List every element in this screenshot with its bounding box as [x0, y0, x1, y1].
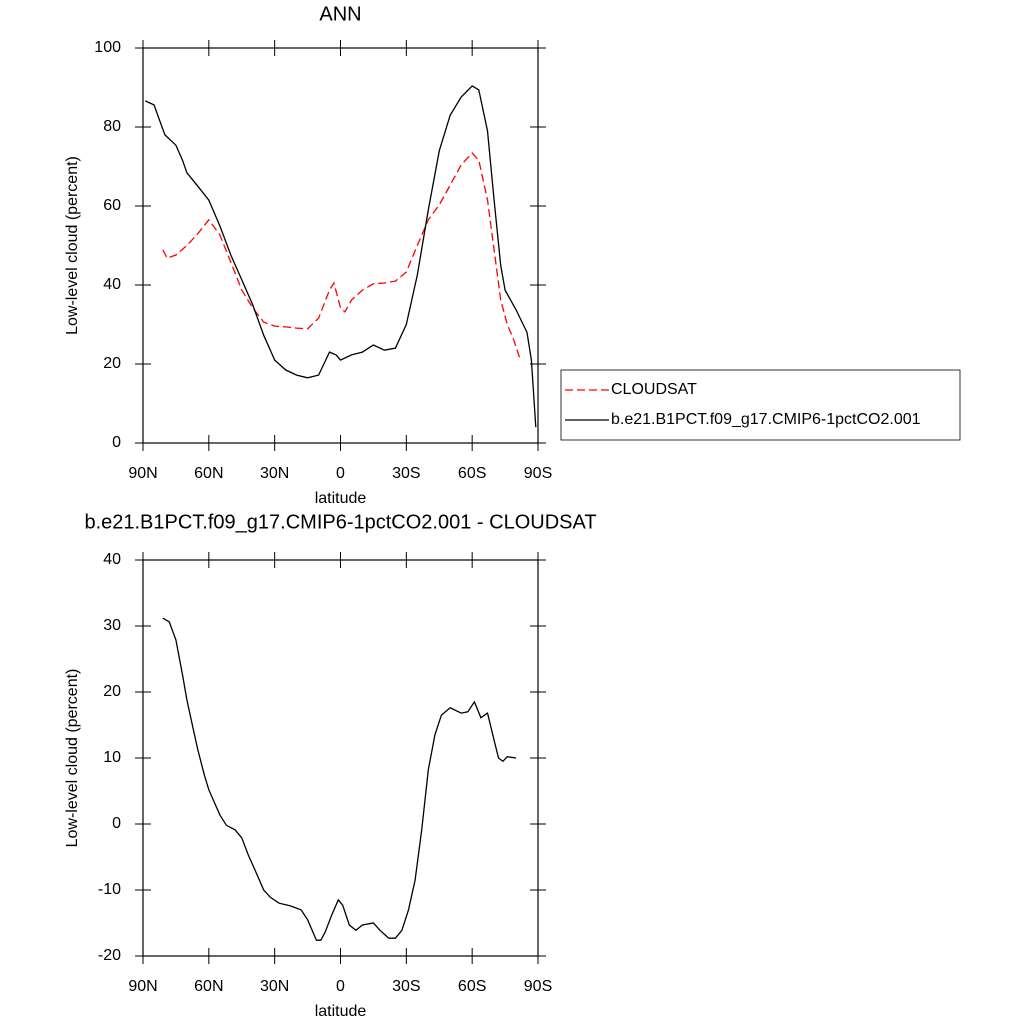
y-tick-label: 10	[103, 749, 121, 766]
x-tick-label: 30N	[260, 465, 289, 482]
x-tick-label: 90S	[524, 978, 552, 995]
x-tick-label: 0	[336, 978, 345, 995]
x-tick-label: 90N	[128, 978, 157, 995]
x-axis-label: latitude	[315, 1003, 367, 1020]
y-tick-label: 0	[112, 434, 121, 451]
data-line	[162, 152, 522, 361]
x-tick-label: 30S	[392, 978, 420, 995]
y-tick-label: 100	[94, 39, 121, 56]
x-tick-label: 90S	[524, 465, 552, 482]
y-tick-label: -10	[98, 881, 121, 898]
data-line	[162, 617, 517, 941]
y-axis-label: Low-level cloud (percent)	[64, 156, 81, 335]
plot-frame	[142, 559, 539, 957]
y-tick-label: 0	[112, 815, 121, 832]
y-tick-label: -20	[98, 947, 121, 964]
y-axis-label: Low-level cloud (percent)	[64, 669, 81, 848]
y-tick-label: 20	[103, 683, 121, 700]
x-tick-label: 60S	[458, 978, 486, 995]
y-tick-label: 40	[103, 276, 121, 293]
y-tick-label: 20	[103, 355, 121, 372]
y-tick-label: 60	[103, 197, 121, 214]
x-tick-label: 60N	[194, 978, 223, 995]
chart-title: b.e21.B1PCT.f09_g17.CMIP6-1pctCO2.001 - …	[84, 511, 596, 533]
legend-box	[560, 369, 961, 441]
x-tick-label: 60N	[194, 465, 223, 482]
y-tick-label: 30	[103, 617, 121, 634]
chart-title: ANN	[319, 3, 361, 25]
x-tick-label: 30N	[260, 978, 289, 995]
legend-label: CLOUDSAT	[611, 381, 697, 398]
x-tick-label: 90N	[128, 465, 157, 482]
y-tick-label: 80	[103, 118, 121, 135]
data-line	[144, 85, 537, 428]
plot-frame	[142, 47, 539, 444]
x-tick-label: 30S	[392, 465, 420, 482]
y-tick-label: 40	[103, 551, 121, 568]
x-tick-label: 60S	[458, 465, 486, 482]
x-axis-label: latitude	[315, 490, 367, 507]
legend-label: b.e21.B1PCT.f09_g17.CMIP6-1pctCO2.001	[611, 411, 921, 428]
x-tick-label: 0	[336, 465, 345, 482]
